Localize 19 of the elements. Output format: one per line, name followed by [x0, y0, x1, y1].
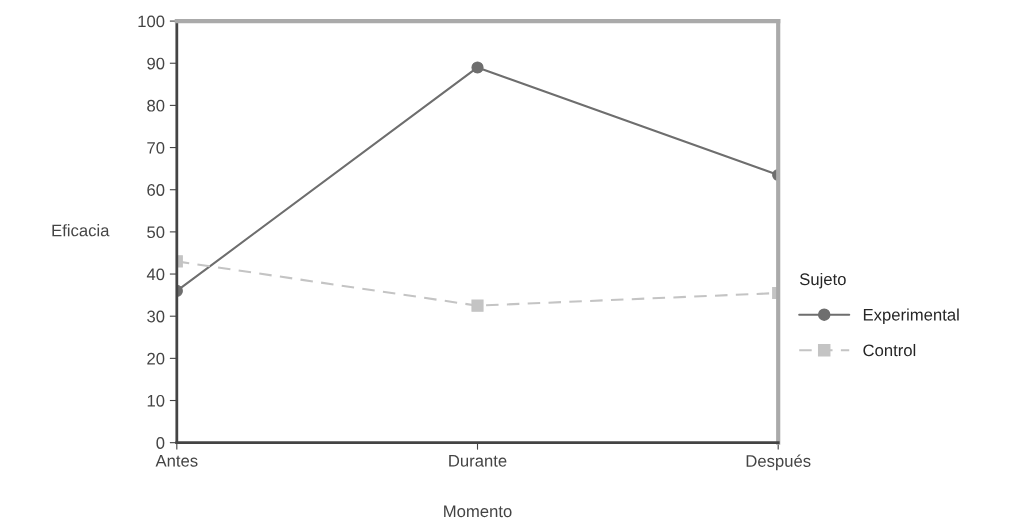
x-tick-label: Durante: [449, 455, 507, 467]
x-axis-title: Momento: [444, 505, 512, 518]
y-tick-label: 10: [147, 394, 165, 407]
y-tick-label: 40: [146, 268, 165, 281]
y-tick-label: 0: [156, 437, 165, 449]
legend-title: Sujeto: [799, 272, 846, 289]
y-tick-label: 60: [147, 184, 165, 196]
y-tick-label: 70: [147, 141, 165, 154]
x-tick-label: Antes: [155, 455, 198, 467]
y-tick-label: 90: [147, 57, 165, 70]
y-tick-label: 100: [138, 15, 165, 28]
y-axis-title: Eficacia: [52, 224, 110, 237]
y-tick-label: 50: [147, 226, 165, 239]
legend-label: Experimental: [863, 308, 959, 324]
x-tick-label: Después: [746, 454, 811, 471]
y-tick-label: 30: [147, 310, 165, 323]
legend-label: Control: [863, 343, 916, 357]
y-tick-label: 80: [147, 99, 165, 112]
y-tick-label: 20: [147, 352, 165, 365]
